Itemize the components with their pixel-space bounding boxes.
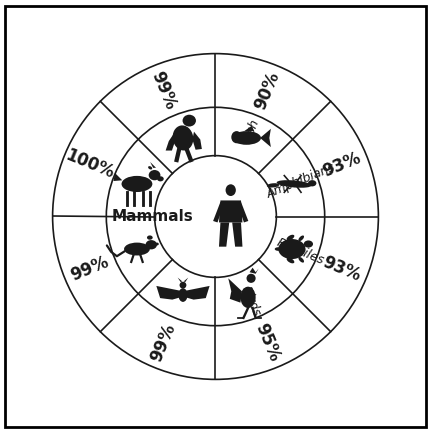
Text: Fish: Fish <box>240 117 261 145</box>
Text: Birds: Birds <box>238 284 262 319</box>
Polygon shape <box>156 286 183 300</box>
Ellipse shape <box>147 236 152 240</box>
Polygon shape <box>249 268 258 274</box>
Circle shape <box>52 54 378 379</box>
Ellipse shape <box>278 239 305 259</box>
Polygon shape <box>113 173 122 181</box>
Ellipse shape <box>276 180 311 188</box>
Polygon shape <box>228 278 241 303</box>
Ellipse shape <box>124 242 150 255</box>
Ellipse shape <box>178 288 187 302</box>
Polygon shape <box>165 132 175 151</box>
Polygon shape <box>218 200 242 223</box>
Ellipse shape <box>303 240 312 248</box>
Ellipse shape <box>307 180 316 186</box>
Polygon shape <box>212 202 224 223</box>
Polygon shape <box>232 223 242 247</box>
Text: 90%: 90% <box>251 69 283 113</box>
Ellipse shape <box>121 176 152 192</box>
Ellipse shape <box>231 131 261 145</box>
Polygon shape <box>192 132 201 150</box>
Text: 99%: 99% <box>68 252 111 284</box>
Ellipse shape <box>157 176 163 181</box>
Text: 99%: 99% <box>147 69 179 113</box>
Ellipse shape <box>286 235 294 240</box>
Text: Mammals: Mammals <box>111 209 193 224</box>
Polygon shape <box>177 278 182 282</box>
Text: 95%: 95% <box>251 320 283 364</box>
Text: 99%: 99% <box>147 320 179 364</box>
Polygon shape <box>218 223 229 247</box>
FancyBboxPatch shape <box>5 6 425 427</box>
Ellipse shape <box>172 126 193 151</box>
Ellipse shape <box>286 258 294 263</box>
Ellipse shape <box>145 240 157 249</box>
Polygon shape <box>183 278 188 282</box>
Ellipse shape <box>148 166 152 169</box>
Polygon shape <box>237 202 248 223</box>
Text: 93%: 93% <box>319 149 362 181</box>
Ellipse shape <box>179 282 186 288</box>
Polygon shape <box>183 286 209 300</box>
Ellipse shape <box>225 184 235 196</box>
Ellipse shape <box>298 257 303 262</box>
Circle shape <box>154 155 276 278</box>
Polygon shape <box>150 162 156 168</box>
Ellipse shape <box>155 242 158 246</box>
Ellipse shape <box>246 274 255 283</box>
Ellipse shape <box>148 170 160 180</box>
Text: Reptiles: Reptiles <box>274 236 326 268</box>
Circle shape <box>106 107 324 326</box>
Ellipse shape <box>274 247 281 251</box>
Ellipse shape <box>266 183 279 187</box>
Polygon shape <box>261 129 270 147</box>
Ellipse shape <box>298 236 303 241</box>
Text: 93%: 93% <box>319 252 362 284</box>
Text: 100%: 100% <box>63 146 117 183</box>
Ellipse shape <box>231 131 241 143</box>
Text: Amphibians: Amphibians <box>264 161 336 201</box>
Ellipse shape <box>240 287 255 308</box>
Polygon shape <box>244 126 254 131</box>
Ellipse shape <box>182 115 196 126</box>
